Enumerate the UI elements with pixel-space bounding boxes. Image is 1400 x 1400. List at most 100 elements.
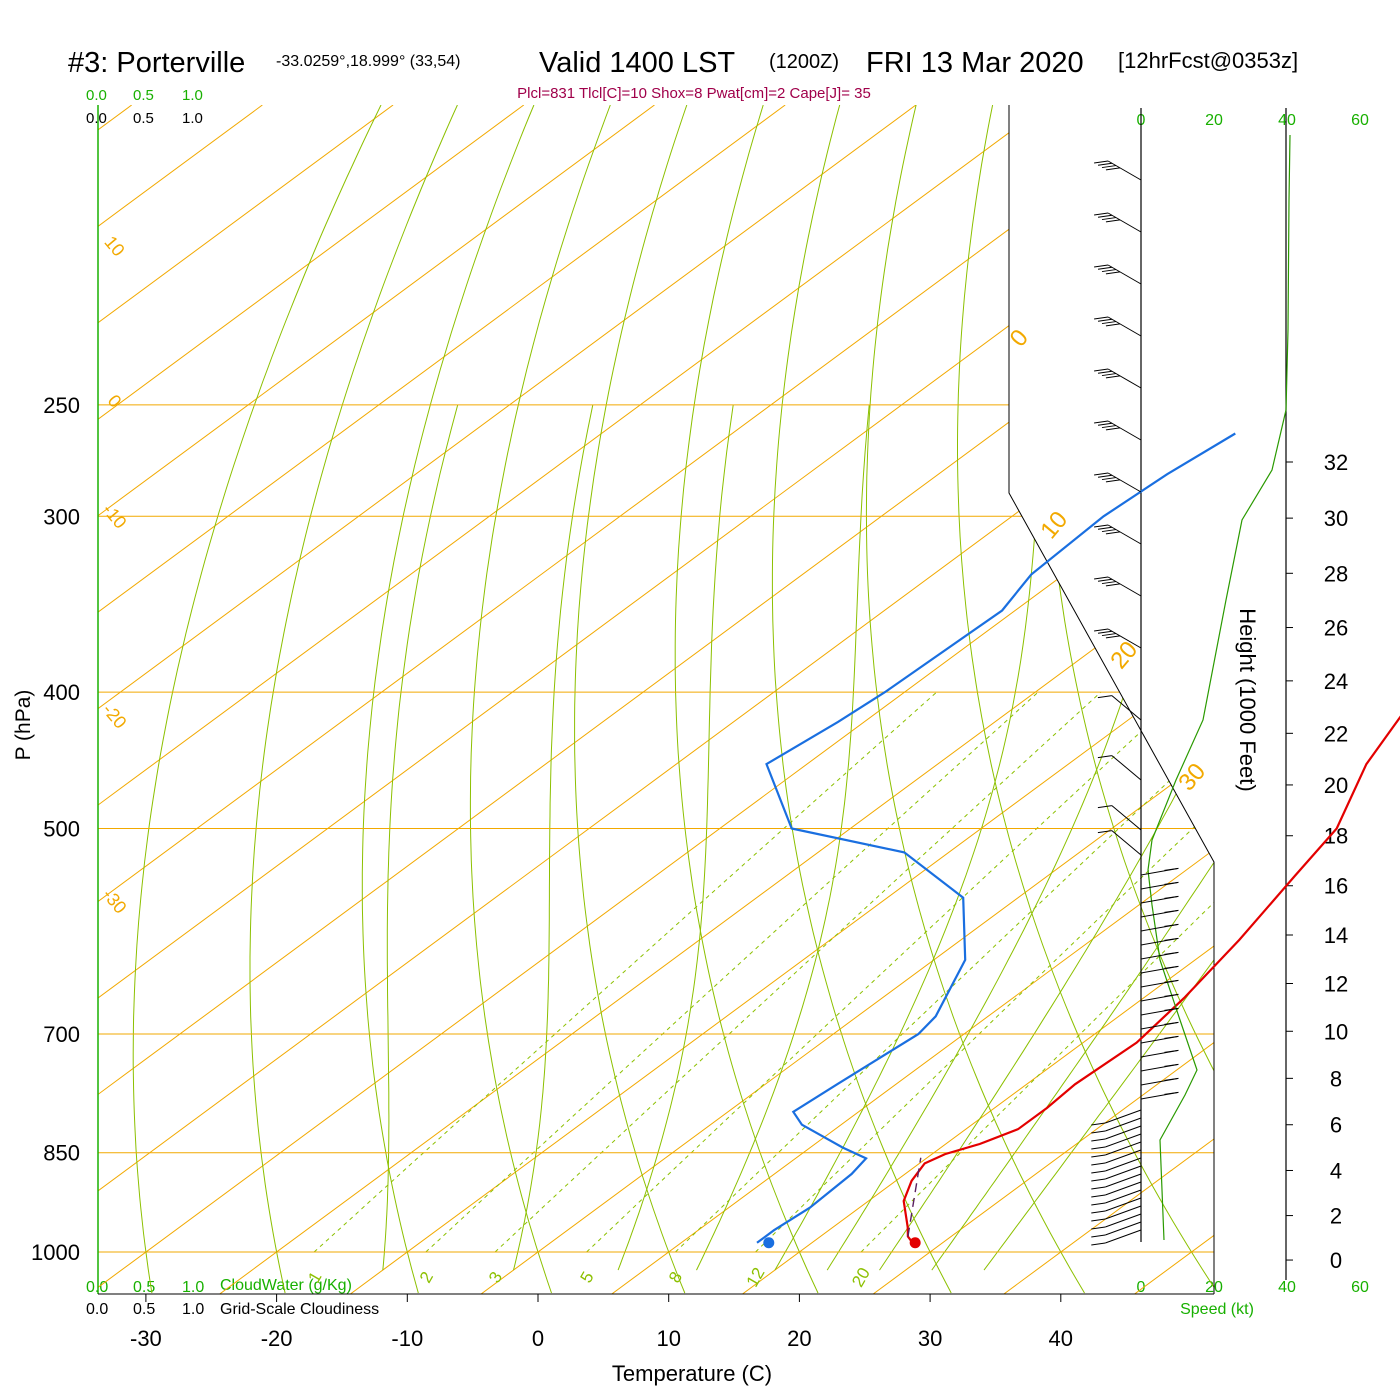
- barb-flag: [1091, 1234, 1106, 1238]
- barb-flag: [1097, 695, 1112, 699]
- isotherm-label: -10: [99, 500, 131, 533]
- isotherm: [1134, 105, 1214, 1294]
- wind-barb: [1094, 264, 1142, 285]
- isotherm-label: 10: [1035, 506, 1073, 544]
- moist-adiabat: [826, 404, 1183, 1271]
- axis-labels: -30 -20 -10 0 10 20 30 402503004005007008501000…: [31, 232, 1348, 1351]
- barb-flag: [1101, 165, 1117, 169]
- barb-flag: [1164, 951, 1179, 955]
- wind-speed-scale: 0 20 40 60 0 20 40 60 Speed (kt): [1137, 112, 1369, 1318]
- barb-flag: [1091, 1170, 1106, 1174]
- isotherm: [98, 105, 1214, 1294]
- barb-flag: [1094, 576, 1109, 580]
- isotherm: [98, 105, 786, 1294]
- height-tick-label: 24: [1324, 669, 1348, 694]
- dry-adiabat: [1296, 105, 1400, 1293]
- barb-flag: [1091, 1122, 1106, 1126]
- barb-flag: [1094, 264, 1109, 268]
- moist-adiabat: [382, 404, 459, 1271]
- wind-barb: [1091, 1133, 1142, 1150]
- barb-flag: [1097, 162, 1113, 166]
- isotherm: [98, 105, 394, 1294]
- height-tick-label: 16: [1324, 874, 1348, 899]
- wind-barb: [1140, 937, 1179, 946]
- dry-adiabat: [865, 105, 1085, 1294]
- isotherm: [611, 105, 1214, 1294]
- x-tick-label: 40: [1049, 1326, 1073, 1351]
- barb-flag: [1164, 881, 1179, 885]
- barb-flag: [1105, 323, 1121, 327]
- barb-staff: [1107, 524, 1142, 545]
- parcel-path: [907, 1157, 922, 1237]
- wind-barb: [1097, 805, 1142, 831]
- height-tick-label: 14: [1324, 923, 1348, 948]
- barb-staff: [1107, 628, 1142, 649]
- barb-flag: [1094, 368, 1109, 372]
- barb-flag: [1164, 1049, 1179, 1053]
- indices-line: Plcl=831 Tlcl[C]=10 Shox=8 Pwat[cm]=2 Ca…: [517, 85, 871, 102]
- barb-flag: [1101, 217, 1117, 221]
- barb-staff: [1105, 1149, 1142, 1164]
- height-tick-label: 2: [1330, 1204, 1342, 1229]
- barb-flag: [1091, 1162, 1106, 1166]
- barb-flag: [1097, 214, 1113, 218]
- barb-flag: [1091, 1194, 1106, 1198]
- barb-flag: [1097, 526, 1113, 530]
- wind-barb: [1091, 1117, 1142, 1134]
- wind-barb: [1094, 368, 1142, 389]
- isotherm: [219, 105, 1214, 1294]
- height-speed-profile: [1147, 134, 1291, 1241]
- cloudiness-label: Grid-Scale Cloudiness: [220, 1301, 379, 1318]
- wind-barb: [1094, 472, 1142, 493]
- height-tick-label: 30: [1324, 506, 1348, 531]
- barb-staff: [1107, 576, 1142, 597]
- mixing-ratio-line: [425, 691, 1039, 1253]
- dry-adiabat: [132, 105, 382, 1294]
- barb-flag: [1091, 1210, 1106, 1214]
- barb-flag: [1097, 474, 1113, 478]
- barb-flag: [1097, 266, 1113, 270]
- barb-flag: [1164, 923, 1179, 927]
- barb-staff: [1105, 1141, 1142, 1156]
- top-green-tick-2: 1.0: [182, 87, 203, 104]
- mixing-ratio-label: 5: [576, 1268, 597, 1286]
- moist-adiabat: [617, 404, 734, 1271]
- wind-barb: [1097, 695, 1142, 721]
- barb-flag: [1094, 628, 1109, 632]
- barb-staff: [1107, 472, 1142, 493]
- wind-barb: [1140, 1035, 1179, 1044]
- wind-barb: [1140, 1077, 1179, 1086]
- isotherm-label: -30: [99, 885, 131, 918]
- bottom-black-tick-2: 1.0: [182, 1301, 204, 1318]
- height-tick-label: 8: [1330, 1066, 1342, 1091]
- isotherm: [742, 105, 1214, 1294]
- barb-staff: [1111, 695, 1142, 721]
- isotherm: [98, 105, 1214, 1294]
- barb-staff: [1105, 1133, 1142, 1148]
- height-tick-label: 26: [1324, 616, 1348, 641]
- dry-adiabat: [957, 105, 1214, 1294]
- cloudwater-label: CloudWater (g/Kg): [220, 1277, 352, 1294]
- valid-time: Valid 1400 LST: [539, 47, 735, 79]
- barb-flag: [1091, 1242, 1106, 1246]
- barb-staff: [1111, 805, 1142, 831]
- bottom-black-tick-0: 0.0: [86, 1301, 108, 1318]
- barb-flag: [1164, 867, 1179, 871]
- height-tick-label: 10: [1324, 1019, 1348, 1044]
- isotherm: [872, 105, 1214, 1294]
- mixing-ratio-label: 12: [743, 1264, 769, 1290]
- barb-staff: [1105, 1229, 1142, 1244]
- wind-barb: [1140, 979, 1179, 988]
- barb-flag: [1101, 633, 1117, 637]
- zulu-time: (1200Z): [769, 51, 839, 73]
- wind-barb: [1091, 1229, 1142, 1246]
- dry-adiabat: [771, 105, 952, 1294]
- height-tick-label: 28: [1324, 561, 1348, 586]
- moist-adiabat: [774, 404, 1044, 1271]
- barb-flag: [1164, 1007, 1179, 1011]
- barb-staff: [1107, 264, 1142, 285]
- wind-barb: [1091, 1125, 1142, 1142]
- dry-adiabat: [361, 105, 535, 1294]
- barb-flag: [1091, 1138, 1106, 1142]
- barb-flag: [1097, 578, 1113, 582]
